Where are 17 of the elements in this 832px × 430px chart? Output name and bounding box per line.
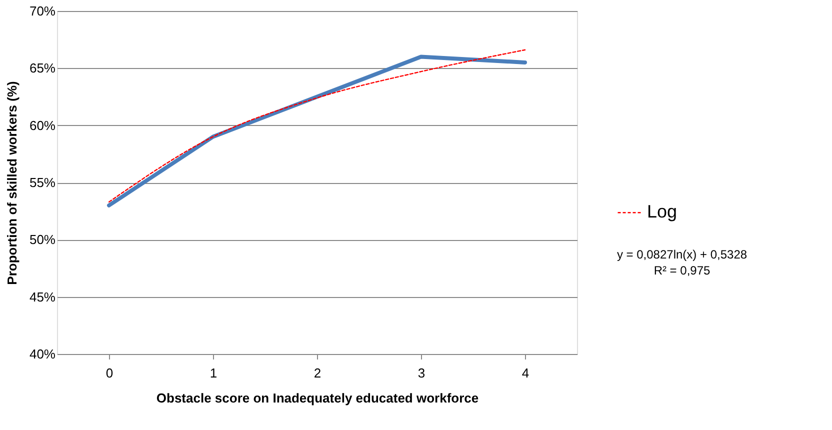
- x-axis-title: Obstacle score on Inadequately educated workforce: [156, 390, 479, 406]
- x-tick-label: 3: [418, 366, 426, 380]
- y-tick-label: 60%: [29, 118, 56, 133]
- y-tick-label: 45%: [29, 289, 56, 304]
- x-tick-label: 0: [106, 366, 114, 380]
- x-tick-label: 2: [314, 366, 322, 380]
- y-tick-label: 55%: [29, 175, 56, 190]
- y-axis-title: Proportion of skilled workers (%): [4, 81, 20, 285]
- y-tick-label: 65%: [29, 60, 56, 76]
- text: R² = 0,975: [654, 264, 711, 278]
- y-tick-label: 70%: [29, 4, 56, 18]
- x-tick-label: 4: [522, 366, 530, 380]
- y-tick-label: 40%: [29, 346, 56, 362]
- text: y = 0,0827ln(x) + 0,5328: [616, 248, 748, 262]
- y-tick-label: 50%: [29, 232, 56, 248]
- legend-label: Log: [647, 202, 678, 222]
- x-tick-label: 1: [210, 366, 218, 380]
